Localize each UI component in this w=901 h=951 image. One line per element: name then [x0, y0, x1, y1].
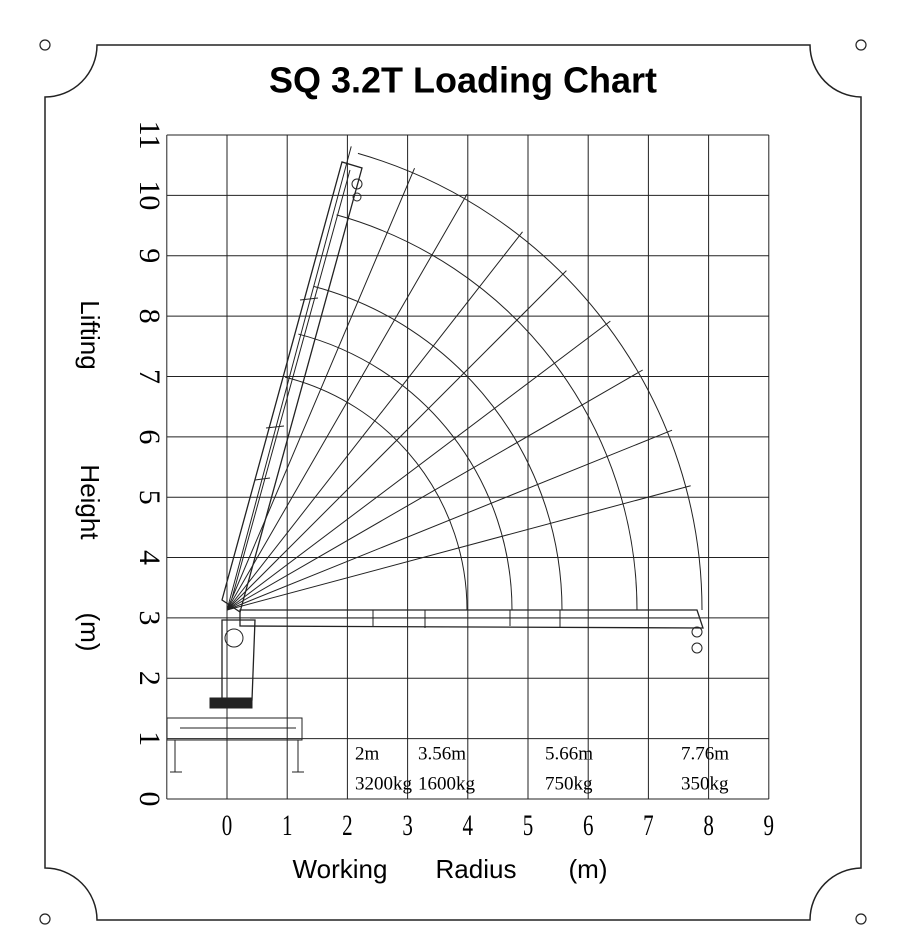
y-tick-label: 5 — [133, 490, 166, 505]
boom-angle-line — [227, 168, 415, 610]
y-tick-label: 7 — [133, 369, 166, 384]
hook — [692, 627, 702, 637]
radius-label: 7.76m — [681, 743, 729, 764]
x-tick-label: 8 — [703, 808, 713, 842]
y-tick-label: 1 — [133, 731, 166, 746]
load-label: 1600kg — [418, 773, 476, 794]
x-tick-label: 2 — [342, 808, 352, 842]
hook — [352, 179, 362, 189]
y-tick-label: 0 — [133, 792, 166, 807]
x-tick-label: 3 — [402, 808, 412, 842]
hook — [353, 193, 361, 201]
boom-angle-line — [227, 321, 610, 610]
load-label: 350kg — [681, 773, 729, 794]
y-tick-label: 9 — [133, 248, 166, 263]
grid — [167, 135, 769, 799]
boom-angle-line — [227, 232, 523, 610]
turret — [210, 698, 252, 708]
load-label: 3200kg — [355, 773, 413, 794]
y-axis-label: Lifting — [75, 300, 105, 369]
hook — [692, 643, 702, 653]
y-tick-label: 4 — [133, 550, 166, 565]
radius-label: 3.56m — [418, 743, 466, 764]
crane-diagram — [167, 146, 703, 772]
reach-arc — [285, 377, 467, 610]
x-tick-label: 7 — [643, 808, 654, 842]
x-tick-label: 1 — [282, 808, 292, 842]
boom-angle-line — [227, 370, 643, 610]
x-tick-label: 5 — [523, 808, 533, 842]
y-tick-label: 3 — [133, 610, 166, 625]
boom-angle-line — [227, 271, 566, 610]
reach-arc — [337, 215, 637, 610]
radius-label: 5.66m — [545, 743, 593, 764]
y-tick-label: 2 — [133, 671, 166, 686]
radius-label: 2m — [355, 743, 380, 764]
title: SQ 3.2T Loading Chart — [269, 60, 657, 101]
labels: 0 1 2 3 4 5 6 7 8 9 0 1 2 3 4 5 6 7 8 9 10 11 Lifting Height (m)… — [75, 121, 774, 884]
x-axis-label: (m) — [569, 854, 608, 884]
boom-angle-line — [227, 430, 672, 610]
reach-arc — [314, 286, 562, 610]
x-tick-label: 0 — [222, 808, 232, 842]
y-tick-label: 6 — [133, 429, 166, 444]
y-tick-label: 10 — [133, 180, 166, 210]
boom-angle-line — [227, 194, 467, 610]
reach-arc — [298, 334, 512, 610]
x-tick-label: 4 — [463, 808, 474, 842]
boom-angle-line — [227, 486, 691, 610]
corner-holes — [40, 40, 866, 924]
base — [167, 718, 304, 772]
x-axis-label: Radius — [436, 854, 517, 884]
y-tick-label: 8 — [133, 309, 166, 324]
boom-inner — [232, 170, 350, 598]
slew — [225, 629, 243, 647]
x-tick-label: 6 — [583, 808, 594, 842]
frame — [45, 45, 861, 920]
boom-sections — [250, 610, 700, 628]
y-tick-label: 11 — [133, 121, 166, 150]
load-label: 750kg — [545, 773, 593, 794]
boom-horizontal — [240, 610, 703, 628]
boom — [222, 162, 362, 612]
y-axis-label: Height — [75, 464, 105, 540]
boom-angle-line — [227, 146, 351, 610]
y-axis-label: (m) — [75, 613, 105, 652]
x-axis-label: Working — [293, 854, 388, 884]
x-tick-label: 9 — [764, 808, 774, 842]
